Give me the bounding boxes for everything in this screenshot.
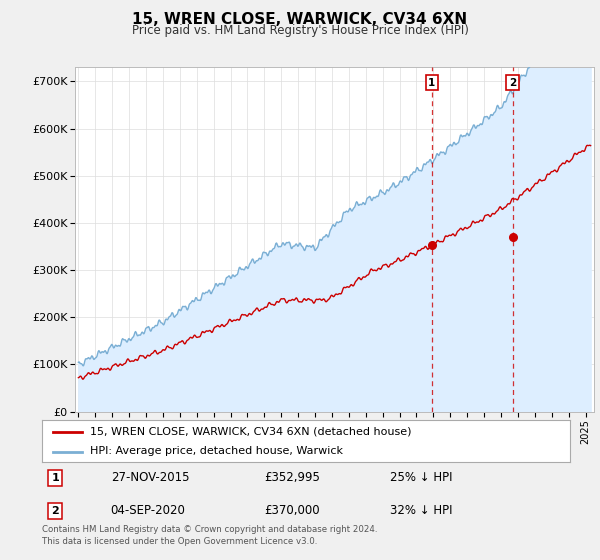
Text: 15, WREN CLOSE, WARWICK, CV34 6XN (detached house): 15, WREN CLOSE, WARWICK, CV34 6XN (detac… [89, 427, 411, 437]
Text: 32% ↓ HPI: 32% ↓ HPI [391, 504, 453, 517]
Text: Price paid vs. HM Land Registry's House Price Index (HPI): Price paid vs. HM Land Registry's House … [131, 24, 469, 36]
Text: £370,000: £370,000 [264, 504, 319, 517]
Text: 2: 2 [509, 78, 516, 88]
Text: 27-NOV-2015: 27-NOV-2015 [110, 471, 189, 484]
Text: 04-SEP-2020: 04-SEP-2020 [110, 504, 185, 517]
Text: 1: 1 [428, 78, 436, 88]
Text: HPI: Average price, detached house, Warwick: HPI: Average price, detached house, Warw… [89, 446, 343, 456]
Text: 1: 1 [52, 473, 59, 483]
Text: 15, WREN CLOSE, WARWICK, CV34 6XN: 15, WREN CLOSE, WARWICK, CV34 6XN [133, 12, 467, 27]
Text: 2: 2 [52, 506, 59, 516]
Text: Contains HM Land Registry data © Crown copyright and database right 2024.
This d: Contains HM Land Registry data © Crown c… [42, 525, 377, 546]
Text: £352,995: £352,995 [264, 471, 320, 484]
Text: 25% ↓ HPI: 25% ↓ HPI [391, 471, 453, 484]
